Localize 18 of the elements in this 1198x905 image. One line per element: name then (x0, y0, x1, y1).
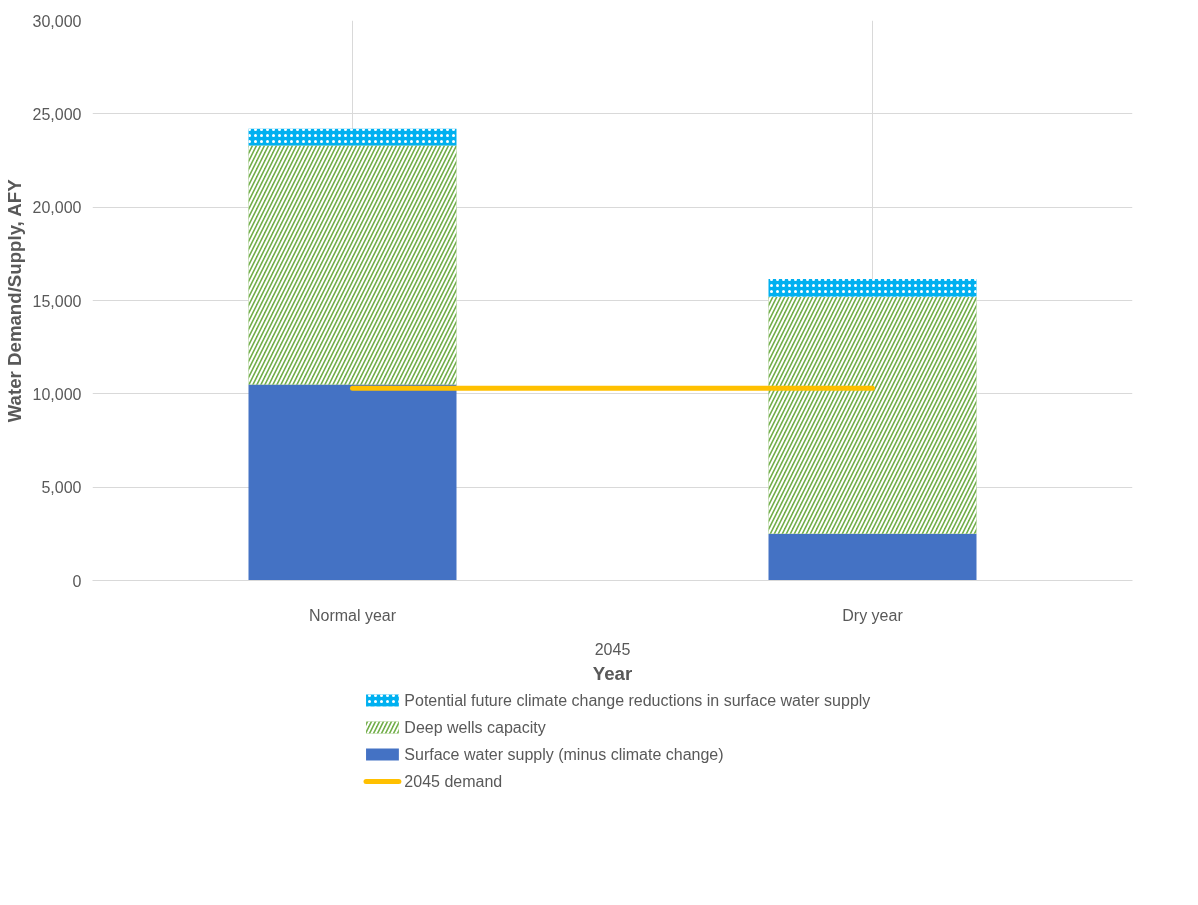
bar (768, 533, 977, 581)
bar (248, 384, 457, 581)
y-tick-label: 15,000 (32, 292, 82, 310)
y-tick-label: 5,000 (41, 479, 82, 497)
legend-label: Deep wells capacity (404, 719, 546, 736)
text: 2045 (594, 640, 631, 658)
y-tick-label: 0 (72, 572, 82, 590)
y-tick-label: 20,000 (32, 199, 82, 217)
y-axis-title: Water Demand/Supply, AFY (3, 178, 25, 423)
x-axis-title: Year (592, 662, 633, 684)
legend-label: Surface water supply (minus climate change) (404, 746, 724, 763)
x-tick-label: Normal year (308, 606, 397, 624)
legend-label: 2045 demand (404, 773, 503, 790)
legend-label: Potential future climate change reductions in surface water supply (404, 692, 871, 709)
x-tick-label: Dry year (842, 606, 904, 624)
y-tick-label: 30,000 (32, 12, 82, 30)
y-tick-label: 10,000 (32, 385, 82, 403)
y-tick-label: 25,000 (32, 105, 82, 123)
